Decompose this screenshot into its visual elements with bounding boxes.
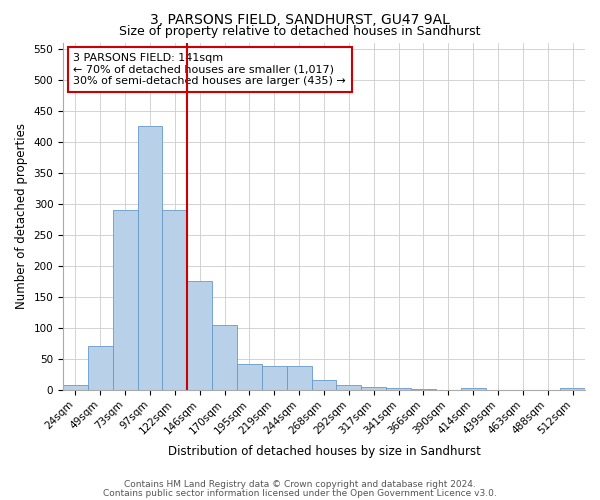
Bar: [187, 281, 212, 390]
Bar: [88, 346, 113, 390]
Bar: [212, 324, 237, 390]
Text: Contains public sector information licensed under the Open Government Licence v3: Contains public sector information licen…: [103, 488, 497, 498]
Bar: [163, 210, 187, 390]
Bar: [386, 388, 411, 390]
Bar: [337, 384, 361, 390]
Y-axis label: Number of detached properties: Number of detached properties: [15, 123, 28, 309]
X-axis label: Distribution of detached houses by size in Sandhurst: Distribution of detached houses by size …: [167, 444, 481, 458]
Bar: [262, 366, 287, 390]
Bar: [113, 210, 137, 390]
Bar: [311, 380, 337, 390]
Text: 3, PARSONS FIELD, SANDHURST, GU47 9AL: 3, PARSONS FIELD, SANDHURST, GU47 9AL: [150, 12, 450, 26]
Bar: [287, 366, 311, 390]
Bar: [137, 126, 163, 390]
Text: Contains HM Land Registry data © Crown copyright and database right 2024.: Contains HM Land Registry data © Crown c…: [124, 480, 476, 489]
Bar: [63, 385, 88, 390]
Text: Size of property relative to detached houses in Sandhurst: Size of property relative to detached ho…: [119, 25, 481, 38]
Bar: [411, 389, 436, 390]
Bar: [237, 364, 262, 390]
Text: 3 PARSONS FIELD: 141sqm
← 70% of detached houses are smaller (1,017)
30% of semi: 3 PARSONS FIELD: 141sqm ← 70% of detache…: [73, 53, 346, 86]
Bar: [560, 388, 585, 390]
Bar: [461, 388, 485, 390]
Bar: [361, 387, 386, 390]
